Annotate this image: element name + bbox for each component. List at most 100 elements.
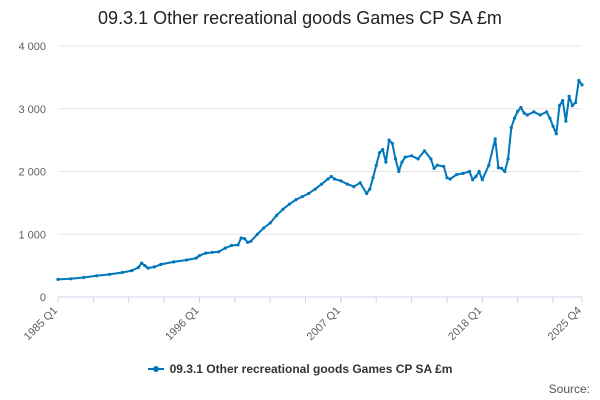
data-point[interactable] [329, 174, 333, 179]
data-point[interactable] [577, 78, 581, 83]
data-point[interactable] [217, 250, 221, 254]
data-point[interactable] [345, 182, 349, 186]
data-point[interactable] [410, 154, 414, 158]
data-point[interactable] [95, 274, 99, 278]
data-point[interactable] [246, 240, 250, 244]
data-point[interactable] [69, 277, 73, 281]
data-point[interactable] [574, 100, 578, 105]
data-point[interactable] [281, 207, 285, 211]
data-point[interactable] [152, 265, 156, 269]
data-point[interactable] [474, 174, 478, 179]
data-point[interactable] [455, 173, 459, 177]
data-point[interactable] [400, 160, 404, 164]
data-point[interactable] [332, 177, 337, 181]
data-point[interactable] [249, 239, 253, 243]
data-point[interactable] [551, 124, 555, 128]
data-point[interactable] [381, 147, 385, 152]
data-point[interactable] [580, 83, 584, 87]
data-point[interactable] [522, 111, 526, 115]
data-point[interactable] [390, 141, 394, 145]
data-point[interactable] [557, 104, 562, 108]
data-point[interactable] [442, 164, 446, 169]
data-point[interactable] [268, 221, 272, 225]
data-point[interactable] [236, 243, 240, 247]
data-point[interactable] [397, 169, 401, 174]
data-point[interactable] [255, 232, 259, 236]
data-point[interactable] [448, 177, 452, 181]
data-point[interactable] [545, 110, 549, 114]
data-point[interactable] [352, 185, 356, 189]
data-point[interactable] [519, 105, 523, 110]
data-point[interactable] [194, 256, 198, 260]
data-point[interactable] [387, 138, 391, 142]
data-point[interactable] [371, 176, 375, 180]
data-point[interactable] [339, 179, 343, 183]
data-point[interactable] [185, 258, 189, 262]
data-point[interactable] [320, 182, 324, 186]
data-point[interactable] [377, 151, 382, 155]
data-point[interactable] [300, 195, 304, 199]
data-point[interactable] [570, 104, 575, 108]
data-point[interactable] [223, 246, 227, 250]
data-point[interactable] [496, 166, 500, 170]
data-point[interactable] [239, 236, 243, 240]
data-point[interactable] [506, 157, 510, 161]
data-point[interactable] [503, 169, 507, 174]
data-point[interactable] [432, 166, 436, 170]
data-point[interactable] [159, 262, 163, 266]
data-point[interactable] [120, 270, 124, 275]
data-point[interactable] [307, 191, 311, 196]
data-point[interactable] [172, 260, 176, 264]
data-point[interactable] [435, 163, 439, 167]
data-point[interactable] [384, 160, 388, 164]
data-point[interactable] [393, 157, 398, 161]
data-point[interactable] [512, 116, 517, 120]
data-point[interactable] [471, 178, 475, 182]
data-point[interactable] [262, 226, 266, 230]
data-point[interactable] [480, 178, 484, 182]
data-point[interactable] [368, 187, 372, 191]
data-point[interactable] [525, 113, 529, 117]
data-point[interactable] [509, 126, 513, 130]
data-point[interactable] [82, 275, 86, 280]
data-point[interactable] [516, 109, 520, 113]
data-point[interactable] [140, 261, 144, 265]
data-point[interactable] [107, 272, 111, 276]
data-point[interactable] [548, 116, 552, 120]
data-point[interactable] [564, 119, 568, 123]
data-point[interactable] [500, 166, 504, 170]
data-point[interactable] [477, 169, 481, 174]
data-point[interactable] [275, 213, 279, 217]
data-point[interactable] [467, 169, 472, 174]
data-point[interactable] [287, 202, 292, 206]
data-point[interactable] [313, 187, 317, 191]
data-point[interactable] [422, 149, 427, 153]
data-point[interactable] [294, 198, 298, 202]
data-point[interactable] [461, 171, 465, 175]
data-point[interactable] [532, 110, 536, 114]
data-point[interactable] [197, 254, 201, 258]
data-point[interactable] [146, 266, 150, 270]
data-point[interactable] [416, 157, 420, 161]
data-point[interactable] [445, 176, 449, 180]
data-point[interactable] [429, 157, 433, 161]
data-point[interactable] [204, 251, 208, 255]
data-point[interactable] [487, 163, 491, 167]
data-point[interactable] [567, 94, 571, 98]
data-point[interactable] [403, 155, 407, 159]
data-point[interactable] [554, 132, 558, 136]
data-point[interactable] [136, 265, 140, 270]
data-point[interactable] [56, 277, 60, 281]
data-point[interactable] [242, 237, 247, 241]
data-point[interactable] [326, 177, 330, 181]
data-point[interactable] [493, 137, 497, 141]
data-point[interactable] [561, 99, 565, 103]
data-point[interactable] [538, 113, 542, 117]
data-point[interactable] [358, 181, 362, 185]
data-point[interactable] [230, 243, 234, 248]
data-point[interactable] [210, 250, 214, 254]
data-point[interactable] [143, 264, 147, 268]
data-point[interactable] [374, 163, 378, 167]
legend[interactable]: 09.3.1 Other recreational goods Games CP… [0, 362, 600, 376]
data-point[interactable] [130, 269, 134, 273]
